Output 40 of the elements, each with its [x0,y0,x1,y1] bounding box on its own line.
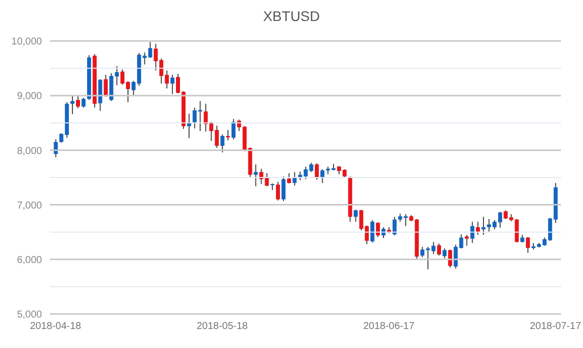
candlestick [464,234,469,246]
candlestick [226,130,230,141]
candlestick [314,162,319,180]
candlestick [76,95,80,109]
candlestick [437,243,442,256]
y-tick-label: 8,000 [16,146,42,157]
candlestick [392,216,397,236]
candlestick [232,118,236,140]
x-tick-label: 2018-06-17 [363,321,415,332]
candlestick [98,78,102,112]
y-tick-label: 6,000 [16,254,42,266]
candlestick [470,221,474,244]
candlestick [376,222,380,238]
candlestick [82,97,86,108]
y-tick-label: 7,000 [16,200,42,212]
candlestick [70,95,74,115]
x-tick-label: 2018-04-18 [30,321,82,332]
candlestick [442,248,447,259]
candlestick [204,103,208,132]
candlestick [476,221,480,236]
candlestick [514,218,519,243]
y-tick-label: 9,000 [16,91,42,102]
candlestick [287,172,292,184]
candlestick [254,164,258,187]
x-tick-label: 2018-05-18 [196,321,248,332]
y-tick-label: 5,000 [16,310,42,321]
candlestick [292,172,297,186]
chart-title: XBTUSD [262,8,321,24]
candlestick [282,176,286,202]
y-tick-label: 10,000 [11,36,42,48]
candlestick [370,220,374,243]
x-tick-label: 2018-07-17 [530,321,582,332]
candlestick [220,134,224,153]
candlestick [170,74,174,94]
candlestick [448,249,452,268]
candlestick [526,236,530,254]
candlestick [309,162,314,173]
candlestick [354,209,358,222]
candlestick [481,216,486,236]
candlestick [276,181,280,201]
